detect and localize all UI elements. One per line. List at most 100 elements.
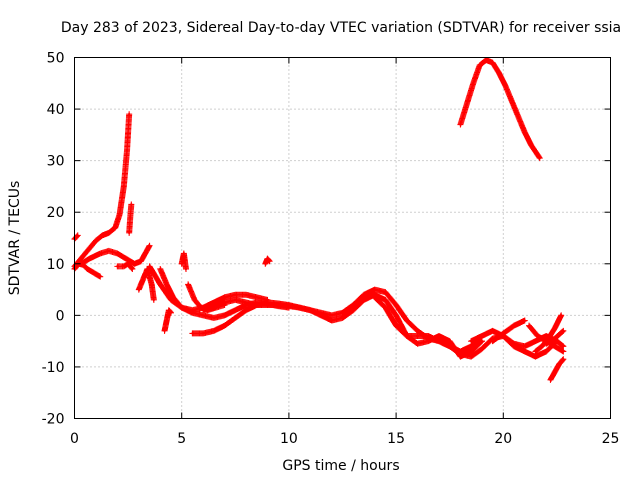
y-tick-label: 50: [47, 51, 65, 67]
data-point: [562, 329, 565, 333]
data-point: [553, 327, 556, 330]
data-point: [319, 314, 323, 317]
data-point: [504, 84, 507, 88]
data-point: [562, 345, 565, 348]
x-tick-label: 25: [602, 431, 620, 447]
data-point: [122, 265, 126, 268]
data-point: [212, 301, 216, 304]
chart-title: Day 283 of 2023, Sidereal Day-to-day VTE…: [61, 20, 621, 36]
data-point: [234, 298, 237, 302]
data-point: [517, 115, 520, 119]
axis-ticks: 0 5 10 15 20 25 -20 -10 0 10 20 30 40 50: [42, 51, 620, 448]
series-track-g: [135, 265, 157, 303]
data-point: [534, 355, 537, 358]
data-point: [94, 239, 98, 242]
data-point: [523, 131, 526, 134]
series-track-r: [468, 327, 560, 360]
data-point: [159, 267, 162, 271]
data-point: [555, 339, 559, 343]
data-point: [405, 319, 409, 322]
data-point: [79, 262, 83, 265]
series-track-f: [126, 201, 135, 236]
data-point: [480, 339, 484, 343]
data-point: [266, 303, 269, 307]
data-point: [384, 290, 387, 294]
data-point: [544, 342, 548, 345]
data-point: [94, 272, 98, 276]
data-point: [534, 339, 537, 343]
data-point: [544, 350, 548, 353]
data-point: [131, 267, 134, 271]
data-point: [180, 262, 183, 265]
y-tick-label: -10: [42, 360, 65, 376]
y-tick-label: 40: [47, 102, 65, 118]
data-point: [165, 319, 168, 322]
data-point: [191, 309, 194, 312]
data-point: [352, 303, 355, 307]
data-point: [427, 334, 430, 338]
data-point: [152, 298, 156, 302]
data-point: [491, 339, 494, 343]
data-point: [182, 252, 186, 255]
data-point: [234, 316, 237, 320]
data-point: [540, 345, 544, 348]
data-point: [362, 298, 366, 302]
data-point: [459, 123, 462, 126]
data-point: [384, 306, 387, 309]
x-tick-label: 5: [177, 431, 186, 447]
data-point: [362, 293, 366, 296]
data-point: [124, 257, 128, 260]
data-point: [186, 283, 190, 286]
data-point: [255, 303, 258, 307]
data-point: [86, 267, 89, 271]
series-track-i: [146, 263, 271, 314]
y-tick-label: 0: [56, 308, 65, 324]
x-axis-label: GPS time / hours: [282, 458, 399, 474]
data-point: [405, 334, 409, 338]
data-point: [497, 71, 501, 75]
y-tick-label: 30: [47, 154, 65, 170]
data-point: [167, 309, 171, 312]
data-point: [523, 319, 526, 322]
data-point: [234, 293, 237, 296]
data-point: [107, 249, 111, 253]
data-point: [223, 314, 226, 317]
data-point: [527, 324, 531, 327]
data-point: [148, 244, 151, 247]
data-point: [394, 303, 398, 307]
data-point: [384, 298, 387, 302]
data-point: [416, 342, 419, 345]
data-point: [114, 226, 117, 229]
data-point: [330, 314, 333, 317]
data-point: [255, 296, 258, 299]
y-tick-label: 10: [47, 257, 65, 273]
data-point: [394, 324, 398, 327]
data-point: [223, 301, 226, 304]
data-point: [129, 216, 132, 219]
series-markers: [126, 201, 135, 236]
series-track-s: [489, 317, 528, 345]
series-track-u: [532, 312, 565, 355]
data-point: [212, 329, 216, 333]
data-point: [201, 309, 205, 312]
data-point: [298, 306, 301, 309]
data-point: [212, 306, 216, 309]
series-track-j: [161, 307, 174, 334]
data-point: [448, 339, 451, 343]
data-point: [469, 345, 473, 348]
data-point: [276, 303, 280, 307]
data-point: [169, 311, 173, 314]
data-point: [126, 262, 130, 265]
data-point: [480, 347, 484, 351]
data-point: [148, 265, 151, 268]
data-point: [201, 314, 205, 317]
series-track-e: [114, 260, 136, 272]
data-point: [553, 345, 556, 348]
data-point: [557, 363, 561, 366]
data-point: [130, 203, 133, 206]
data-point: [184, 267, 188, 271]
data-point: [165, 283, 168, 286]
y-tick-label: 20: [47, 205, 65, 221]
data-point: [127, 231, 131, 235]
data-point: [244, 309, 248, 312]
